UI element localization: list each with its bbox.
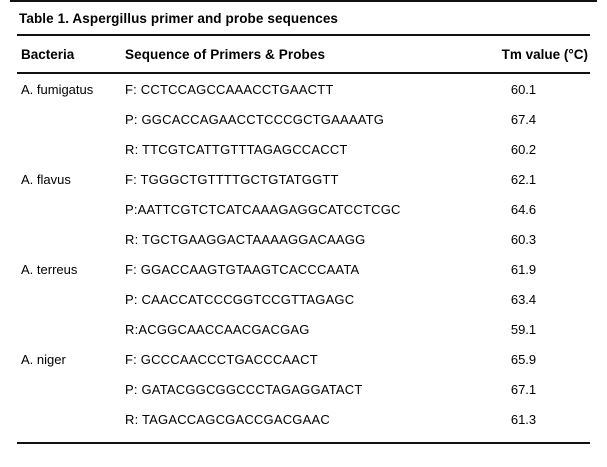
tm-value-cell: 60.2 — [510, 141, 537, 157]
bacteria-name: A. flavus — [21, 171, 71, 187]
tm-value-cell: 60.3 — [510, 231, 537, 247]
tm-value-cell: 62.1 — [510, 171, 537, 187]
table-row: P: GATACGGCGGCCCTAGAGGATACT 67.1 — [0, 374, 607, 404]
sequence-cell: R:ACGGCAACCAACGACGAG — [125, 321, 310, 337]
table-row: R:ACGGCAACCAACGACGAG 59.1 — [0, 314, 607, 344]
sequence-cell: F: CCTCCAGCCAAACCTGAACTT — [125, 81, 334, 97]
tm-value-cell: 61.3 — [510, 411, 537, 427]
table-row: A. fumigatus F: CCTCCAGCCAAACCTGAACTT 60… — [0, 74, 607, 104]
table-body: A. fumigatus F: CCTCCAGCCAAACCTGAACTT 60… — [0, 74, 607, 434]
table-row: A. flavus F: TGGGCTGTTTTGCTGTATGGTT 62.1 — [0, 164, 607, 194]
sequence-cell: P:AATTCGTCTCATCAAAGAGGCATCCTCGC — [125, 201, 401, 217]
tm-value-cell: 64.6 — [510, 201, 537, 217]
sequence-cell: P: CAACCATCCCGGTCCGTTAGAGC — [125, 291, 355, 307]
sequence-cell: F: GCCCAACCCTGACCCAACT — [125, 351, 318, 367]
bacteria-name: A. terreus — [21, 261, 78, 277]
header-divider-line — [17, 72, 590, 74]
sequence-cell: R: TAGACCAGCGACCGACGAAC — [125, 411, 330, 427]
table-row: P:AATTCGTCTCATCAAAGAGGCATCCTCGC 64.6 — [0, 194, 607, 224]
header-sequence: Sequence of Primers & Probes — [125, 46, 326, 62]
bottom-spacer — [0, 434, 607, 442]
table-row: P: GGCACCAGAACCTCCCGCTGAAAATG 67.4 — [0, 104, 607, 134]
sequence-cell: R: TTCGTCATTGTTTAGAGCCACCT — [125, 141, 348, 157]
table-row: R: TAGACCAGCGACCGACGAAC 61.3 — [0, 404, 607, 434]
table-row: R: TGCTGAAGGACTAAAAGGACAAGG 60.3 — [0, 224, 607, 254]
table-header-row: Bacteria Sequence of Primers & Probes Tm… — [0, 36, 607, 72]
bacteria-name: A. niger — [21, 351, 66, 367]
tm-value-cell: 61.9 — [510, 261, 537, 277]
header-tm-value: Tm value (°C) — [501, 46, 588, 62]
sequence-cell: P: GGCACCAGAACCTCCCGCTGAAAATG — [125, 111, 385, 127]
bottom-border-line — [17, 442, 590, 444]
top-border-line — [10, 0, 597, 2]
title-divider-line — [17, 34, 590, 36]
tm-value-cell: 65.9 — [510, 351, 537, 367]
bacteria-name: A. fumigatus — [21, 81, 94, 97]
sequence-cell: P: GATACGGCGGCCCTAGAGGATACT — [125, 381, 363, 397]
tm-value-cell: 60.1 — [510, 81, 537, 97]
table-row: P: CAACCATCCCGGTCCGTTAGAGC 63.4 — [0, 284, 607, 314]
table-row: A. niger F: GCCCAACCCTGACCCAACT 65.9 — [0, 344, 607, 374]
header-bacteria: Bacteria — [21, 46, 75, 62]
table-row: R: TTCGTCATTGTTTAGAGCCACCT 60.2 — [0, 134, 607, 164]
sequence-cell: R: TGCTGAAGGACTAAAAGGACAAGG — [125, 231, 366, 247]
sequence-cell: F: TGGGCTGTTTTGCTGTATGGTT — [125, 171, 339, 187]
table-title: Table 1. Aspergillus primer and probe se… — [19, 11, 339, 26]
tm-value-cell: 67.1 — [510, 381, 537, 397]
tm-value-cell: 63.4 — [510, 291, 537, 307]
tm-value-cell: 59.1 — [510, 321, 537, 337]
tm-value-cell: 67.4 — [510, 111, 537, 127]
table-row: A. terreus F: GGACCAAGTGTAAGTCACCCAATA 6… — [0, 254, 607, 284]
sequence-cell: F: GGACCAAGTGTAAGTCACCCAATA — [125, 261, 360, 277]
